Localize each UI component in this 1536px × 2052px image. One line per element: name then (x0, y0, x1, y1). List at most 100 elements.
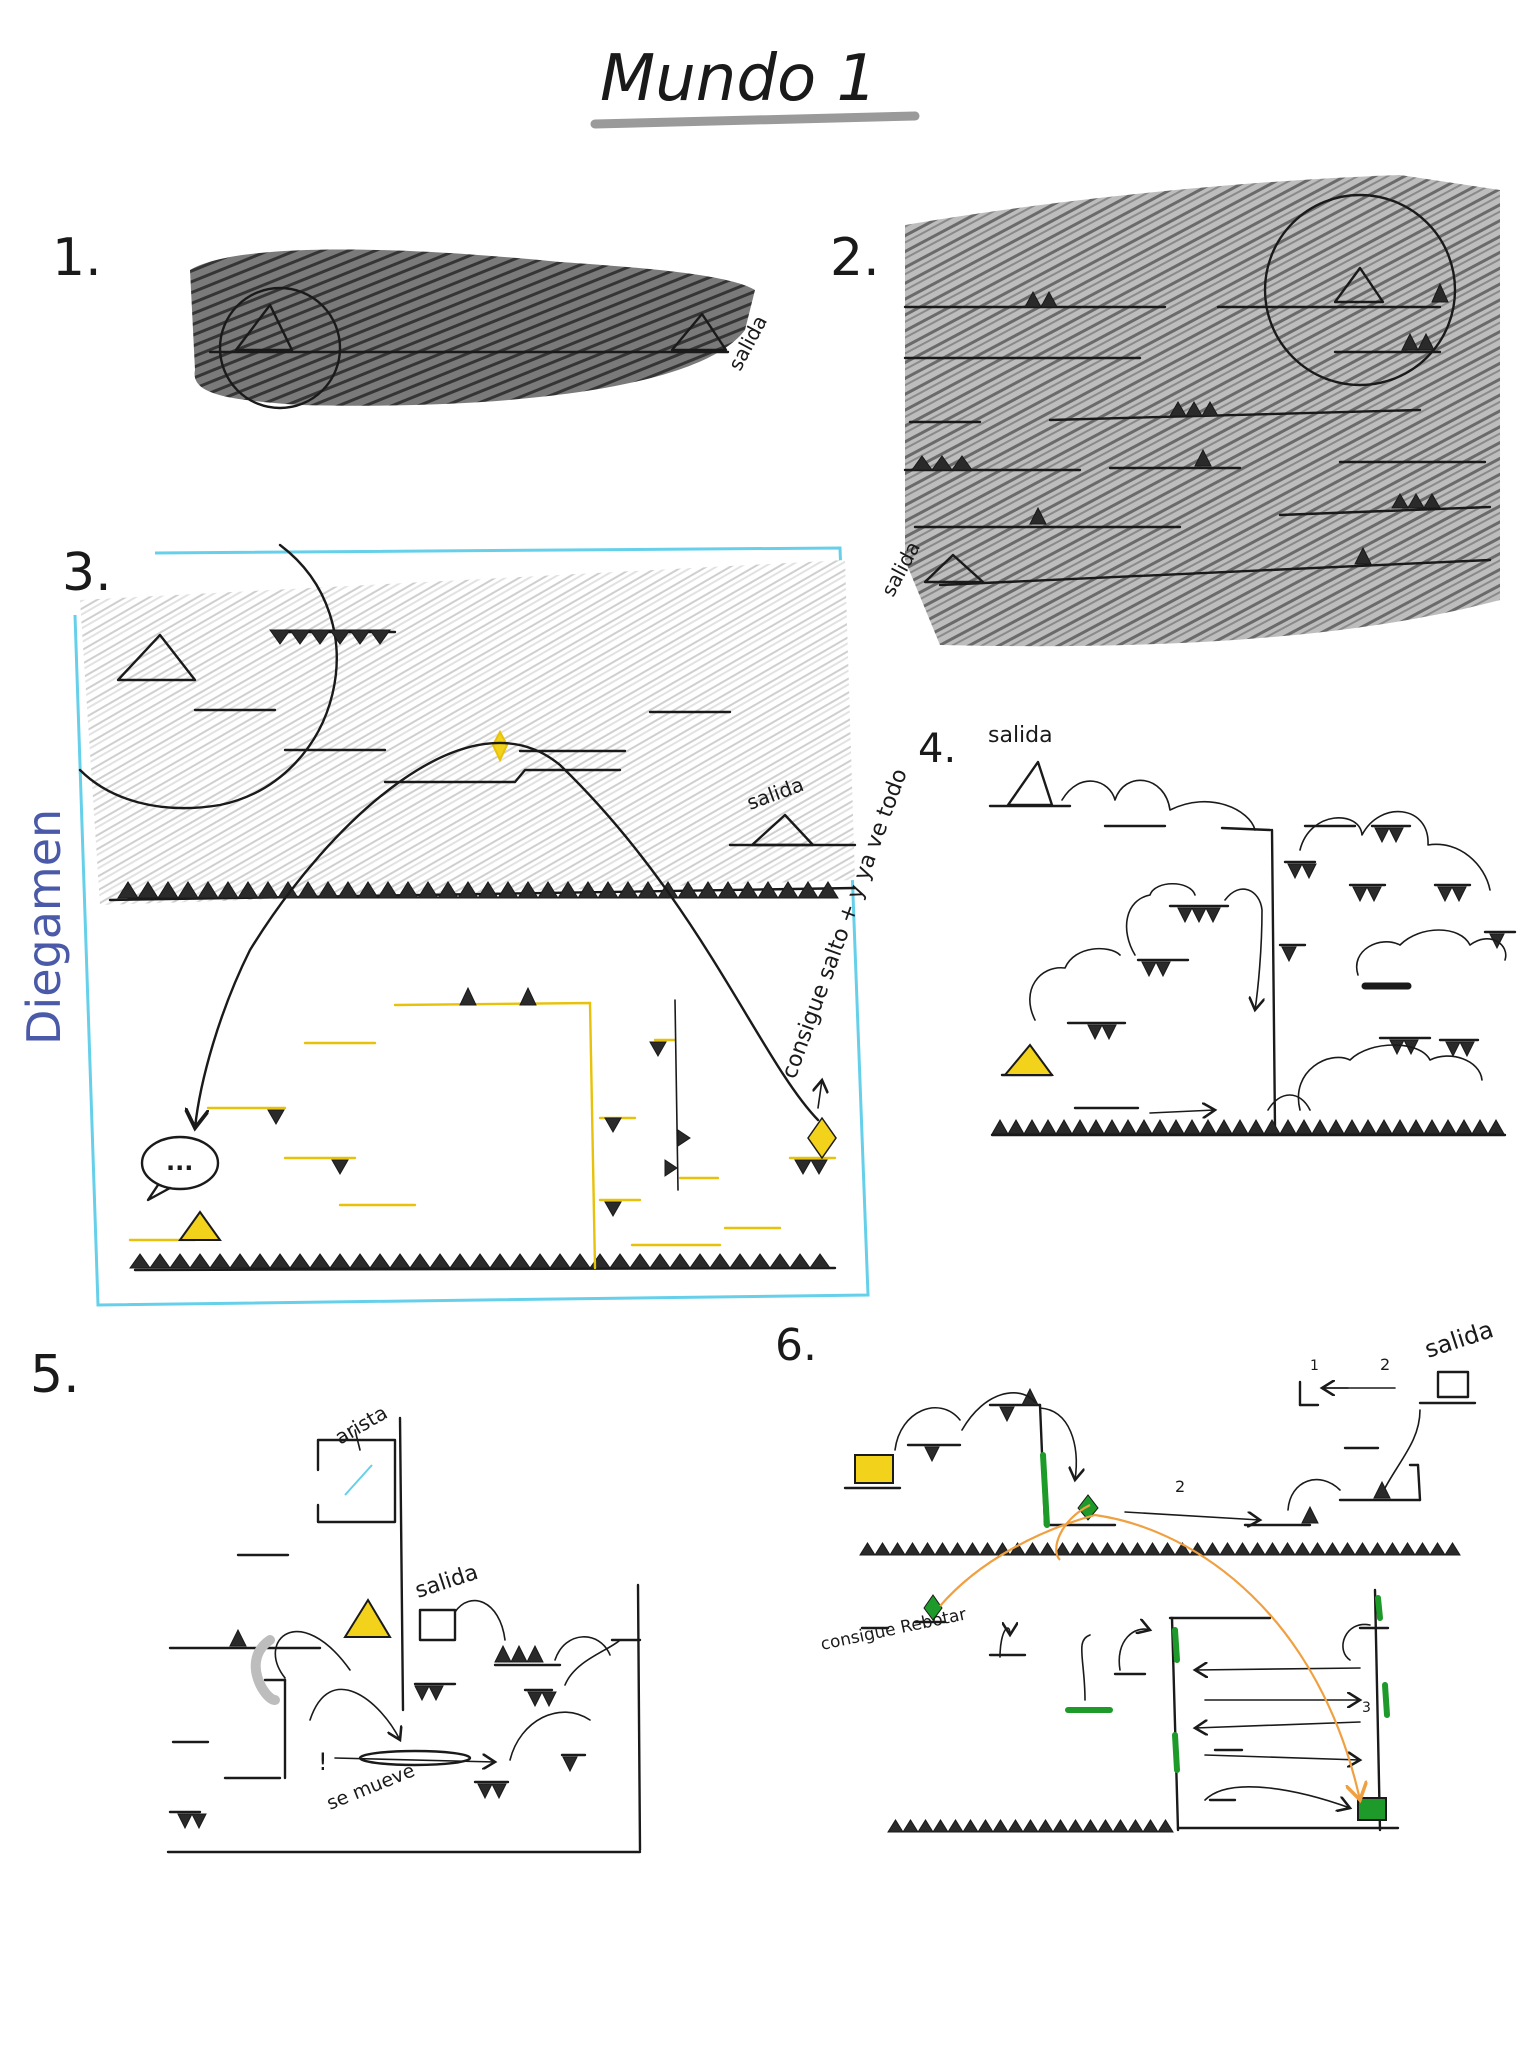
panel-1-number: 1. (52, 228, 102, 288)
spike (137, 881, 159, 899)
spike (1455, 1118, 1473, 1135)
panel-6-seq-2: 2 (1380, 1355, 1390, 1374)
panel-4-player-yellow (1002, 1043, 1054, 1076)
panel-3-yellow-platforms (128, 1001, 837, 1270)
spike (757, 881, 779, 899)
spike (389, 1253, 411, 1269)
spike (887, 1819, 904, 1833)
spike (1069, 1542, 1086, 1556)
spike (1054, 1542, 1071, 1556)
spike (1359, 1118, 1377, 1135)
panel-1-view-circle (218, 286, 342, 410)
panel-5-number: 5. (30, 1345, 80, 1405)
spike (1219, 1542, 1236, 1556)
spike (1439, 1118, 1457, 1135)
panel-1-shading (190, 249, 755, 406)
spike (537, 881, 559, 899)
spike (409, 1253, 431, 1269)
spike (729, 1253, 751, 1269)
spike (1087, 1118, 1105, 1135)
spike (1375, 1118, 1393, 1135)
panel-3-spike-row-middle (117, 881, 839, 899)
spike (589, 1253, 611, 1269)
spike (697, 881, 719, 899)
spike (1309, 1542, 1326, 1556)
spike (1407, 1118, 1425, 1135)
panel-6-seq-1: 1 (1310, 1358, 1319, 1374)
panel-5-spikes (177, 1628, 578, 1830)
spike (1112, 1819, 1129, 1833)
panel-3-player-yellow (178, 1210, 222, 1241)
spike (1339, 1542, 1356, 1556)
panel-2-view-circle (1263, 193, 1457, 387)
spike (169, 1253, 191, 1269)
spike (949, 1542, 966, 1556)
panel-4: 4. salida (918, 723, 1517, 1137)
panel-6-spike-row-bottom (887, 1819, 1174, 1833)
spike (617, 881, 639, 899)
panel-6: 6. salida (775, 1315, 1497, 1833)
panel-5-walls (166, 1416, 642, 1854)
spike (1022, 1819, 1039, 1833)
panel-5-edge-mark (344, 1464, 373, 1496)
spike (677, 881, 699, 899)
panel-6-spike-row-top (859, 1542, 1461, 1556)
spike (964, 1542, 981, 1556)
panel-5-jump-arcs (250, 1599, 621, 1761)
spike (337, 881, 359, 899)
spike (1204, 1542, 1221, 1556)
spike (1039, 1542, 1056, 1556)
spike (229, 1253, 251, 1269)
panel-1-player (234, 303, 294, 352)
spike (1007, 1819, 1024, 1833)
spike (1414, 1542, 1431, 1556)
panel-3-shading (80, 560, 855, 905)
spike (257, 881, 279, 899)
spike (449, 1253, 471, 1269)
spike (874, 1542, 891, 1556)
spike (209, 1253, 231, 1269)
spike (1151, 1118, 1169, 1135)
panel-3-speech-text: ... (166, 1148, 193, 1176)
panel-6-ability-gem-left (923, 1594, 943, 1621)
spike (437, 881, 459, 899)
spike (817, 881, 839, 899)
spike (1215, 1118, 1233, 1135)
panel-4-ledges (988, 804, 1517, 1137)
spike (977, 1819, 994, 1833)
spike (217, 881, 239, 899)
spike (1183, 1118, 1201, 1135)
spike (509, 1253, 531, 1269)
spike (1399, 1542, 1416, 1556)
spike (1249, 1542, 1266, 1556)
panel-3-ability-gem-top (491, 729, 509, 763)
spike (1119, 1118, 1137, 1135)
panel-6-exit-block (1436, 1370, 1470, 1399)
spike (1135, 1118, 1153, 1135)
spike (157, 881, 179, 899)
spike (749, 1253, 771, 1269)
spike (1391, 1118, 1409, 1135)
spike (979, 1542, 996, 1556)
spike (1231, 1118, 1249, 1135)
spike (1487, 1118, 1505, 1135)
panel-6-spikes (924, 1387, 1391, 1524)
spike (237, 881, 259, 899)
spike (1082, 1819, 1099, 1833)
panel-4-hanging-spikes (1087, 827, 1505, 1058)
panel-3-spike-row-bottom (129, 1253, 831, 1269)
panel-4-number: 4. (918, 726, 956, 772)
spike (1444, 1542, 1461, 1556)
spike (1354, 1542, 1371, 1556)
page-title-group: Mundo 1 (590, 42, 920, 129)
spike (1327, 1118, 1345, 1135)
spike (1099, 1542, 1116, 1556)
spike (497, 881, 519, 899)
spike (489, 1253, 511, 1269)
panel-5-player-yellow (343, 1598, 392, 1638)
spike (1144, 1542, 1161, 1556)
spike (549, 1253, 571, 1269)
panel-3: 3. salida (17, 543, 913, 1307)
spike (1295, 1118, 1313, 1135)
spike (1324, 1542, 1341, 1556)
